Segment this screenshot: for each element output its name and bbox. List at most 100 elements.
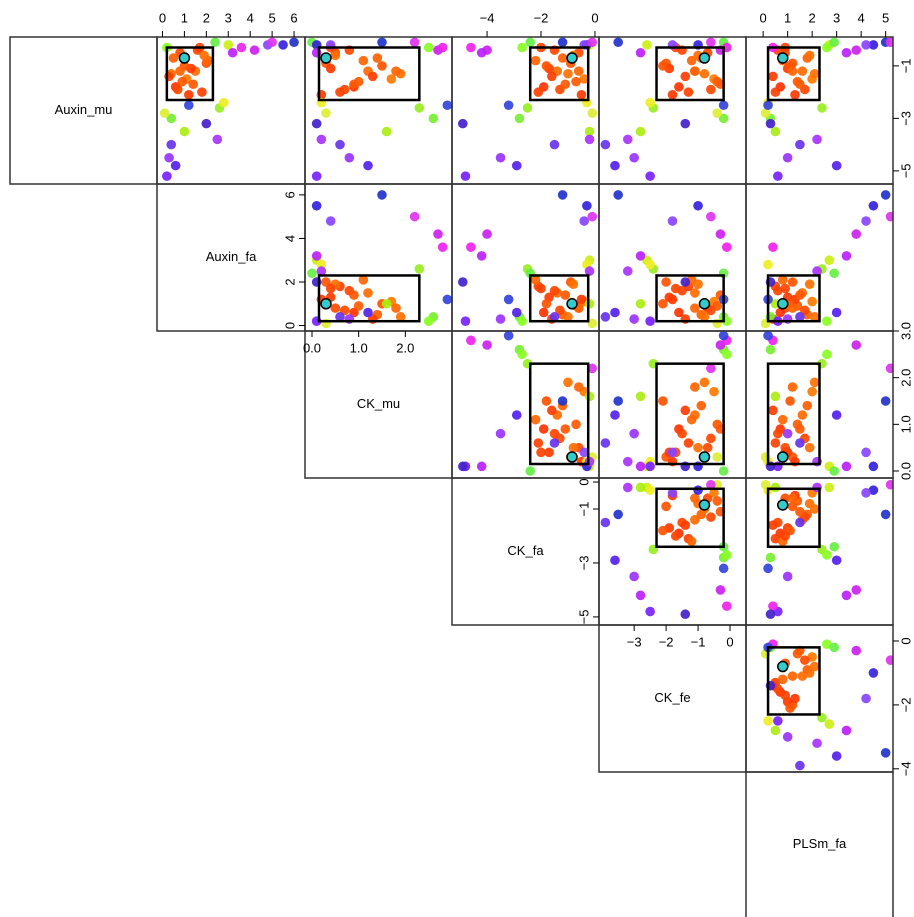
point [885,363,893,374]
point [658,298,668,309]
selection-box [766,487,821,549]
point [851,340,862,350]
point [635,482,646,493]
point [560,290,571,300]
point [851,585,862,595]
panel-points [307,37,452,181]
point [690,382,700,392]
point [686,414,697,425]
point [667,447,678,458]
point [868,461,879,472]
point [395,312,406,322]
panel-points [307,190,452,329]
point [495,428,506,439]
point [236,42,247,53]
point [311,118,322,129]
point [680,71,691,82]
point [321,108,331,118]
point [696,400,707,411]
panel [598,183,747,332]
highlight-point [777,298,789,310]
point [768,71,778,82]
point [824,255,835,266]
point [557,53,568,63]
point [768,520,778,531]
point [386,74,397,84]
point [861,216,871,226]
point [414,264,425,274]
point [358,275,369,285]
point [686,55,697,66]
point [770,438,781,448]
point [770,482,781,493]
point [587,211,598,222]
point [802,400,813,411]
selection-box [317,274,421,323]
point [841,251,852,261]
panel [451,36,600,185]
point [829,541,839,552]
selection-box [528,46,590,102]
y-tick-label: 4 [282,235,297,242]
point [782,152,793,163]
point [635,126,646,137]
point [610,307,620,318]
point [706,363,716,374]
panel-points [159,37,299,181]
y-tick-label: 0 [898,637,913,644]
point [423,316,434,327]
selection-box [766,46,821,102]
point [536,447,546,458]
point [549,438,560,448]
point [718,466,729,476]
point [797,66,808,76]
point [645,97,655,108]
point [363,288,373,298]
selection-box [655,46,725,102]
point [763,100,773,111]
point [841,590,852,601]
point [428,113,439,124]
point [812,266,822,276]
point [358,55,369,66]
highlight-point [320,52,332,64]
point [787,382,798,392]
point [557,396,568,406]
selection-box [655,274,725,323]
point [841,725,852,736]
point [170,160,181,171]
point [824,719,835,729]
panel-points [600,37,732,181]
panel [745,624,894,773]
point [530,414,541,425]
point [457,277,468,287]
point [658,396,668,406]
y-tick-label: −4 [898,761,913,776]
point [635,391,646,402]
point [584,134,595,145]
point [555,305,565,316]
point [311,171,322,181]
point [829,642,839,653]
y-tick-label: −1 [576,502,591,517]
point [868,40,879,50]
point [442,294,452,305]
point [600,312,611,322]
highlight-point [777,660,789,673]
point [571,419,581,430]
point [795,506,805,517]
point [787,671,798,681]
point [349,290,359,300]
point [690,515,700,525]
point [787,303,798,313]
point [760,479,771,490]
y-tick-label: 0 [282,322,297,329]
point [809,68,820,79]
point [795,438,805,448]
panel [598,477,747,626]
point [325,283,336,294]
y-tick-label: −1 [898,58,913,73]
x-tick-label: 5 [268,10,275,25]
point [568,279,579,289]
point [809,312,820,322]
